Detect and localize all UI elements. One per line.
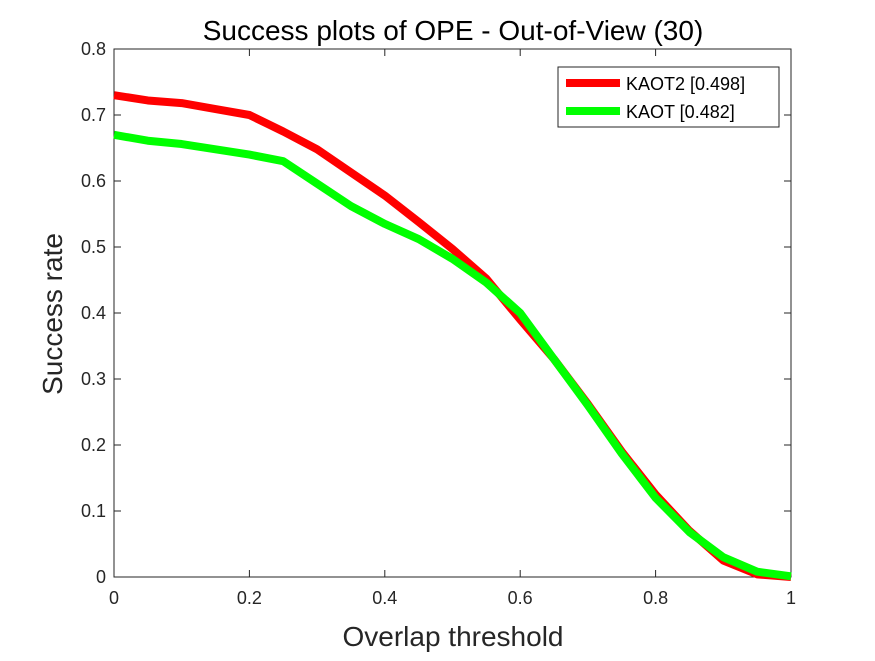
y-tick-label: 0.1 <box>81 501 106 521</box>
x-tick-label: 0.4 <box>372 588 397 608</box>
legend-label-1: KAOT2 [0.498] <box>626 74 745 94</box>
y-tick-label: 0.2 <box>81 435 106 455</box>
y-tick-label: 0.3 <box>81 369 106 389</box>
y-tick-label: 0.6 <box>81 171 106 191</box>
x-tick-label: 0.8 <box>643 588 668 608</box>
chart-title: Success plots of OPE - Out-of-View (30) <box>203 15 704 46</box>
y-tick-label: 0.7 <box>81 105 106 125</box>
y-tick-label: 0.4 <box>81 303 106 323</box>
plot-area: 0 0.2 0.4 0.6 0.8 1 0 0.1 0.2 0.3 0.4 0.5 0.6 0.7 0.8 K… <box>81 39 796 608</box>
y-tick-label: 0.5 <box>81 237 106 257</box>
legend-label-2: KAOT [0.482] <box>626 102 735 122</box>
x-axis-label: Overlap threshold <box>342 621 563 652</box>
y-tick-label: 0 <box>96 567 106 587</box>
x-tick-label: 0 <box>109 588 119 608</box>
y-axis-label: Success rate <box>37 233 68 395</box>
x-tick-label: 0.6 <box>508 588 533 608</box>
x-tick-label: 1 <box>786 588 796 608</box>
legend-box <box>557 66 780 128</box>
plot-frame <box>113 48 792 578</box>
x-tick-label: 0.2 <box>237 588 262 608</box>
series-line-2 <box>113 130 792 581</box>
y-tick-label: 0.8 <box>81 39 106 59</box>
